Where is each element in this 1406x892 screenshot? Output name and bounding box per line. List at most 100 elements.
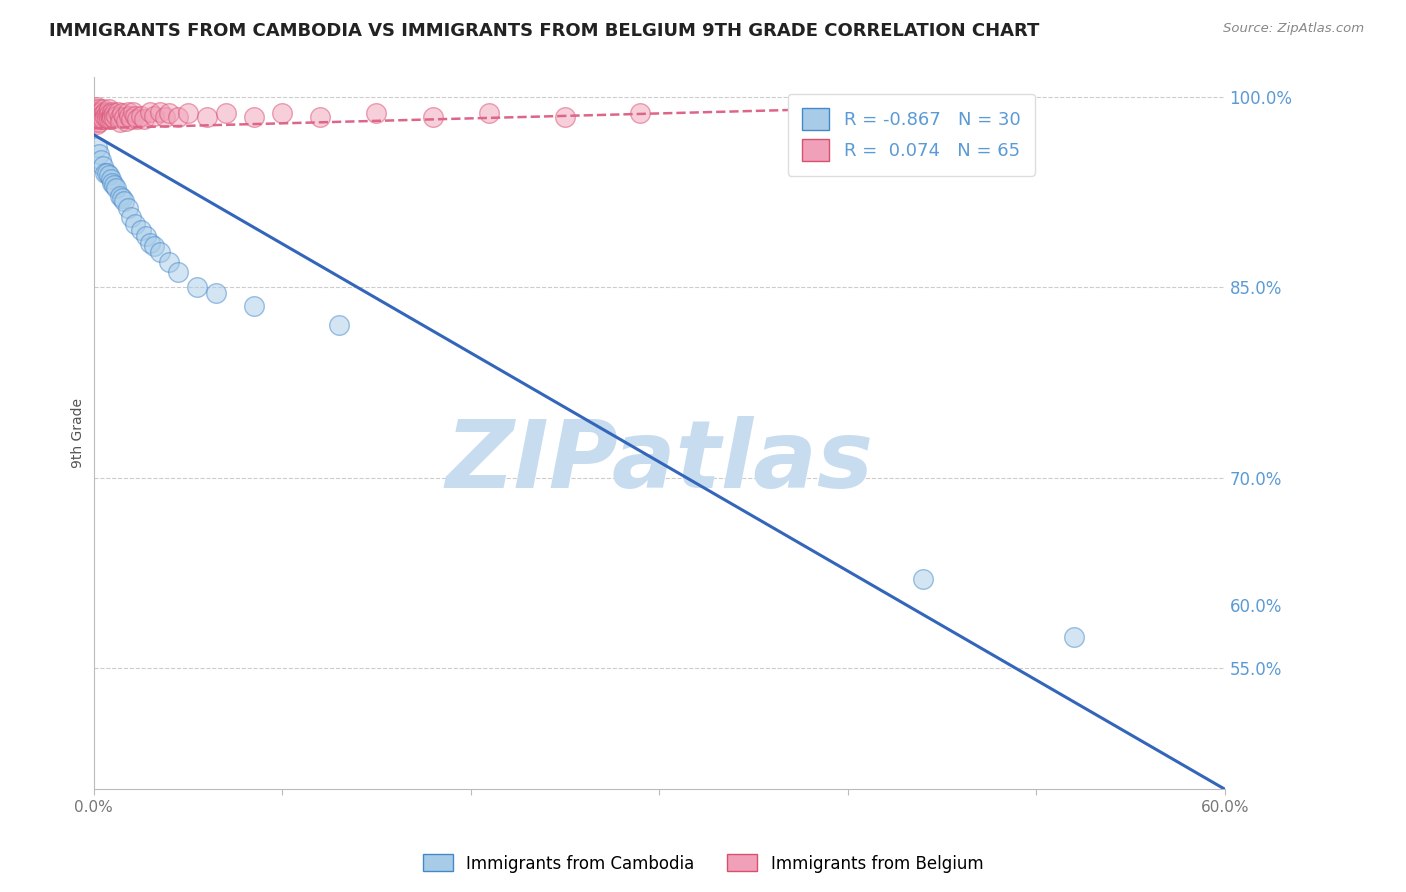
Point — [89, 146, 111, 161]
Point — [90, 153, 112, 167]
Point — [89, 110, 111, 124]
Point — [111, 191, 134, 205]
Point — [91, 160, 114, 174]
Point — [120, 211, 142, 225]
Point — [118, 109, 141, 123]
Point — [107, 104, 129, 119]
Point — [117, 202, 139, 216]
Point — [112, 194, 135, 208]
Point — [84, 104, 107, 119]
Point — [628, 106, 651, 120]
Point — [97, 112, 120, 127]
Point — [86, 104, 108, 119]
Text: IMMIGRANTS FROM CAMBODIA VS IMMIGRANTS FROM BELGIUM 9TH GRADE CORRELATION CHART: IMMIGRANTS FROM CAMBODIA VS IMMIGRANTS F… — [49, 22, 1039, 40]
Point — [195, 110, 218, 124]
Point — [112, 110, 135, 124]
Point — [108, 115, 131, 129]
Point — [554, 110, 576, 124]
Legend: R = -0.867   N = 30, R =  0.074   N = 65: R = -0.867 N = 30, R = 0.074 N = 65 — [787, 94, 1035, 176]
Point — [97, 169, 120, 183]
Point — [142, 109, 165, 123]
Point — [148, 104, 170, 119]
Point — [271, 106, 294, 120]
Point — [1063, 630, 1085, 644]
Point — [111, 106, 134, 120]
Point — [139, 104, 162, 119]
Point — [94, 104, 117, 119]
Point — [84, 102, 107, 116]
Point — [89, 115, 111, 129]
Point — [124, 109, 146, 123]
Point — [89, 102, 111, 116]
Point — [328, 318, 350, 333]
Point — [91, 112, 114, 127]
Point — [91, 107, 114, 121]
Point — [177, 106, 200, 120]
Y-axis label: 9th Grade: 9th Grade — [72, 399, 86, 468]
Point — [90, 109, 112, 123]
Point — [366, 106, 388, 120]
Point — [105, 181, 128, 195]
Point — [142, 239, 165, 253]
Point — [214, 106, 236, 120]
Point — [157, 106, 180, 120]
Point — [101, 176, 124, 190]
Point — [86, 112, 108, 127]
Point — [96, 106, 118, 120]
Point — [97, 102, 120, 116]
Point — [100, 109, 122, 123]
Point — [155, 110, 177, 124]
Point — [86, 118, 108, 132]
Point — [103, 111, 125, 125]
Point — [478, 106, 501, 120]
Point — [120, 112, 142, 127]
Point — [84, 109, 107, 123]
Point — [86, 140, 108, 154]
Point — [167, 265, 190, 279]
Point — [90, 112, 112, 127]
Point — [100, 172, 122, 186]
Point — [243, 299, 266, 313]
Point — [124, 217, 146, 231]
Point — [103, 106, 125, 120]
Point — [101, 104, 124, 119]
Point — [84, 111, 107, 125]
Point — [103, 178, 125, 193]
Point — [105, 109, 128, 123]
Point — [148, 244, 170, 259]
Point — [308, 110, 330, 124]
Legend: Immigrants from Cambodia, Immigrants from Belgium: Immigrants from Cambodia, Immigrants fro… — [416, 847, 990, 880]
Point — [912, 573, 935, 587]
Point — [94, 110, 117, 124]
Point — [101, 110, 124, 124]
Point — [114, 113, 136, 128]
Point — [108, 110, 131, 124]
Point — [108, 188, 131, 202]
Point — [96, 166, 118, 180]
Text: ZIPatlas: ZIPatlas — [446, 416, 873, 508]
Point — [205, 286, 228, 301]
Point — [186, 280, 208, 294]
Point — [89, 106, 111, 120]
Point — [91, 102, 114, 116]
Point — [86, 100, 108, 114]
Point — [86, 109, 108, 123]
Point — [97, 107, 120, 121]
Point — [422, 110, 444, 124]
Point — [129, 223, 152, 237]
Point — [167, 110, 190, 124]
Point — [96, 111, 118, 125]
Text: Source: ZipAtlas.com: Source: ZipAtlas.com — [1223, 22, 1364, 36]
Point — [100, 112, 122, 127]
Point — [135, 229, 157, 244]
Point — [125, 112, 148, 127]
Point — [139, 235, 162, 250]
Point — [90, 104, 112, 119]
Point — [117, 104, 139, 119]
Point — [134, 112, 156, 127]
Point — [129, 109, 152, 123]
Point — [94, 166, 117, 180]
Point — [243, 110, 266, 124]
Point — [122, 104, 145, 119]
Point — [84, 115, 107, 129]
